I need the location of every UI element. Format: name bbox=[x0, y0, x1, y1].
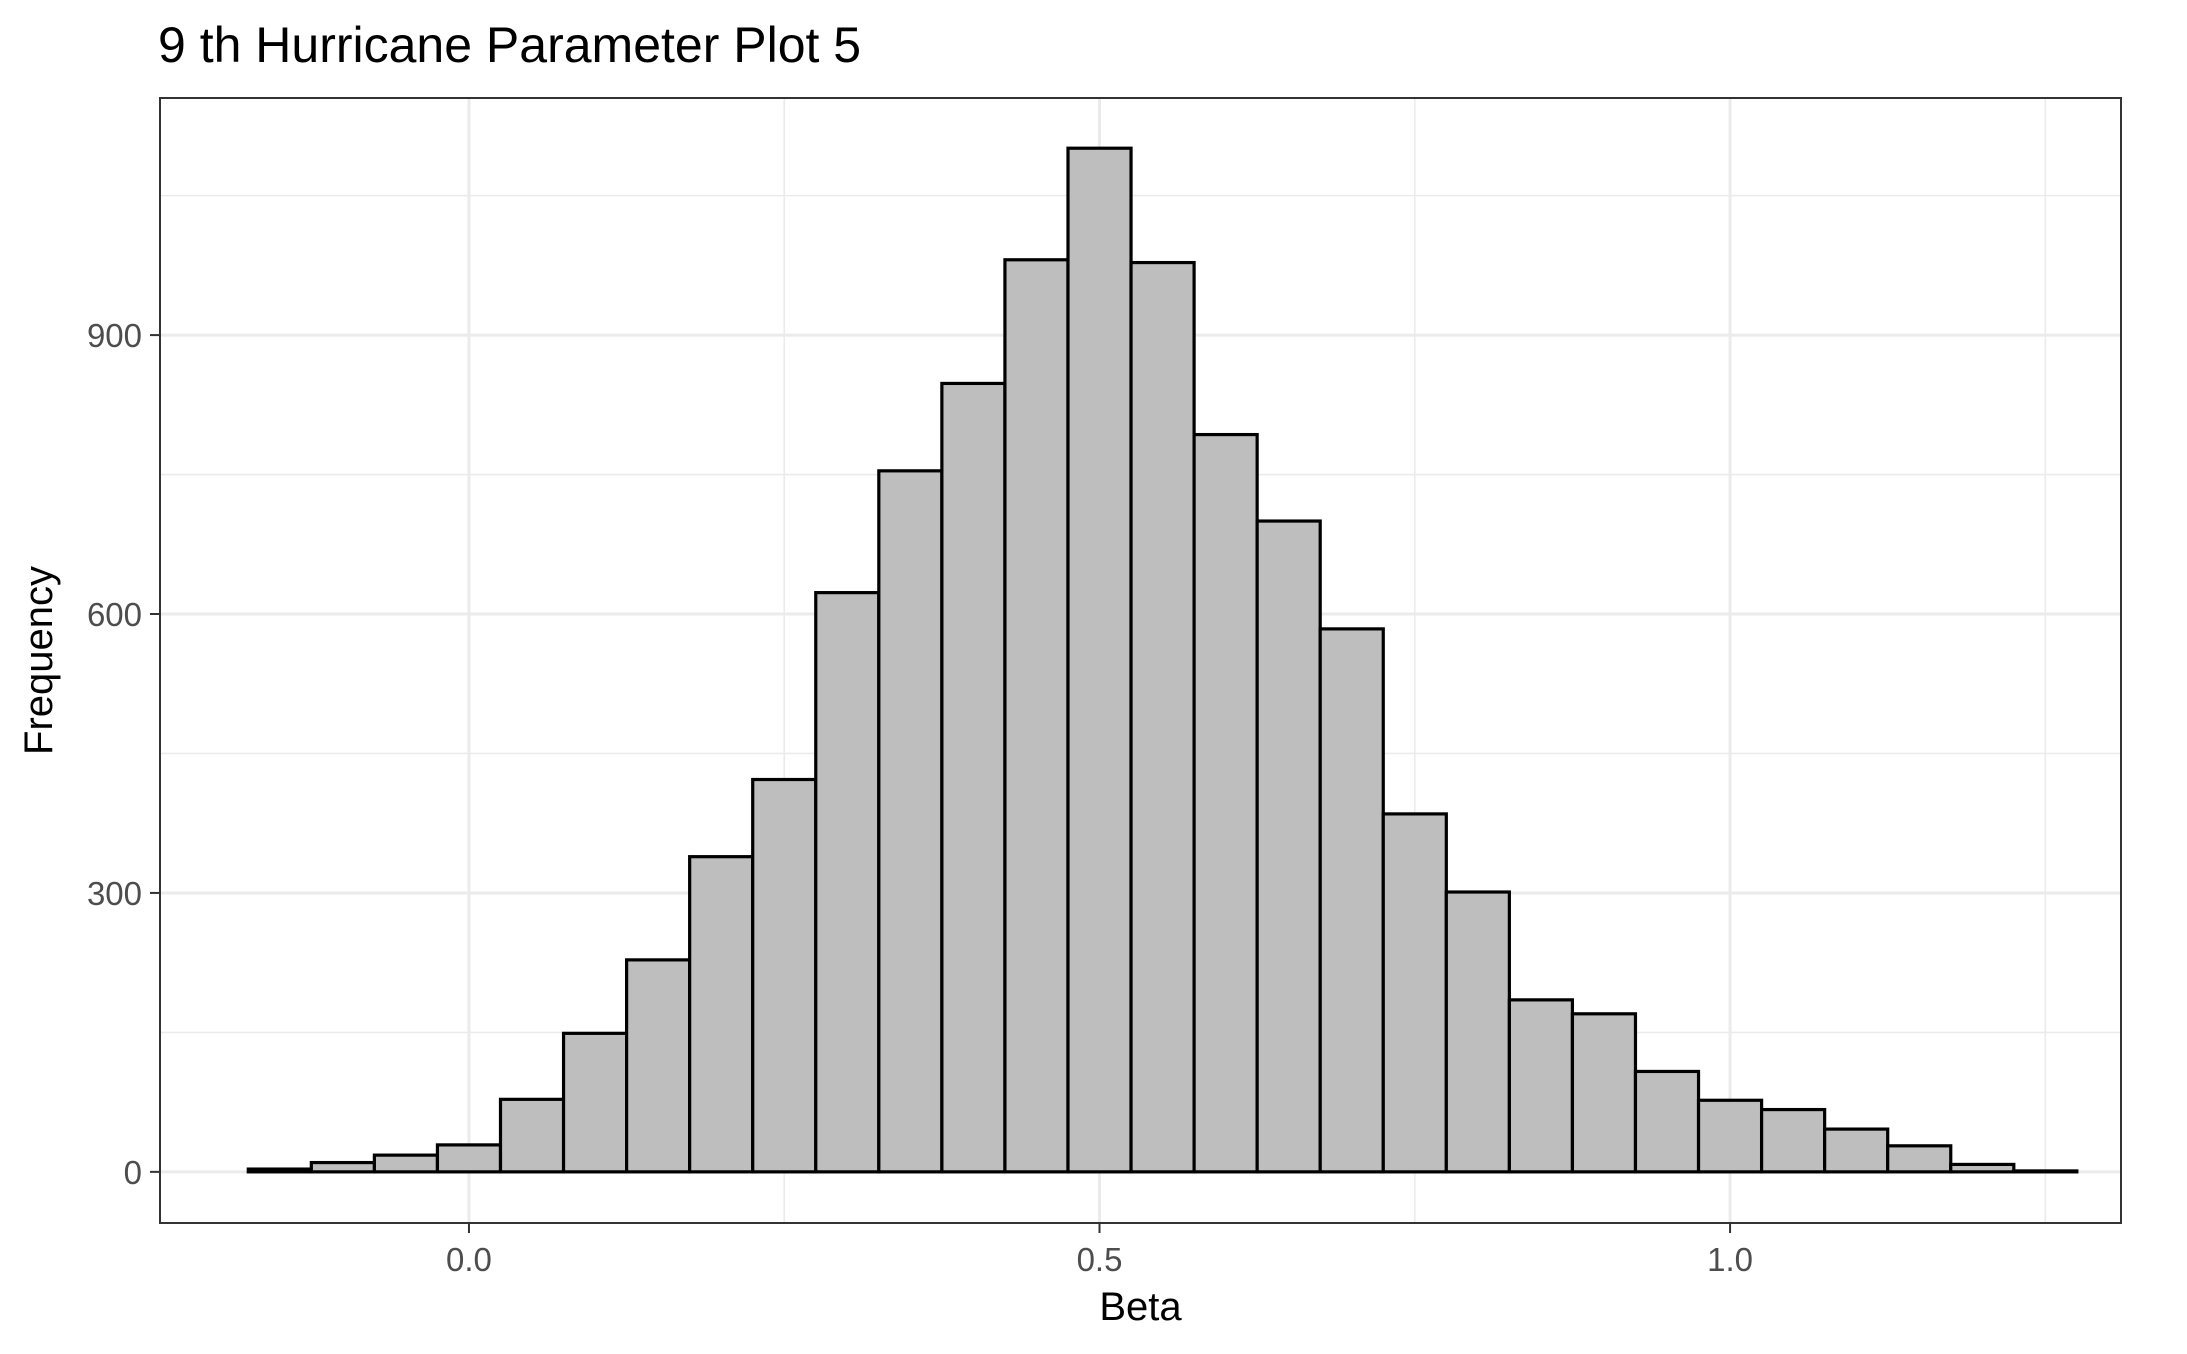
histogram-bar bbox=[1949, 1162, 2016, 1174]
histogram-bar bbox=[877, 469, 944, 1174]
histogram-bar bbox=[1444, 890, 1511, 1174]
histogram-bar bbox=[498, 1097, 566, 1174]
histogram-bar bbox=[246, 1167, 313, 1174]
histogram-bar bbox=[561, 1031, 629, 1174]
histogram-bar bbox=[1066, 146, 1133, 1174]
histogram-bar bbox=[435, 1143, 503, 1174]
y-axis: 0 300 600 900 bbox=[87, 317, 160, 1191]
histogram-bar bbox=[1507, 998, 1575, 1174]
y-tick-label: 0 bbox=[124, 1154, 142, 1191]
x-axis: 0.0 0.5 1.0 bbox=[446, 1223, 1753, 1278]
chart-title: 9 th Hurricane Parameter Plot 5 bbox=[158, 17, 861, 73]
histogram-bar bbox=[1381, 812, 1448, 1174]
histogram-bar bbox=[688, 855, 755, 1174]
histogram-bar bbox=[1886, 1144, 1953, 1174]
x-tick-label: 0.5 bbox=[1077, 1241, 1123, 1278]
y-tick-label: 900 bbox=[87, 317, 142, 354]
histogram-bar bbox=[1633, 1069, 1701, 1174]
histogram-bar bbox=[1696, 1098, 1764, 1174]
x-tick-label: 0.0 bbox=[446, 1241, 492, 1278]
histogram-bar bbox=[1318, 627, 1385, 1174]
histogram-bar bbox=[814, 591, 881, 1174]
histogram-bar bbox=[309, 1160, 376, 1174]
histogram-bar bbox=[1823, 1127, 1890, 1174]
plot-panel-border bbox=[159, 97, 2122, 1224]
y-tick-label: 600 bbox=[87, 596, 142, 633]
histogram-bar bbox=[2012, 1169, 2079, 1174]
histogram-bar bbox=[940, 381, 1007, 1174]
histogram-bar bbox=[1003, 258, 1070, 1174]
histogram-bar bbox=[625, 958, 692, 1174]
x-tick-label: 1.0 bbox=[1707, 1241, 1753, 1278]
histogram-bar bbox=[1255, 519, 1322, 1174]
histogram-bar bbox=[751, 777, 818, 1174]
histogram-bar bbox=[1129, 260, 1196, 1174]
y-axis-title: Frequency bbox=[17, 566, 61, 755]
histogram-bar bbox=[372, 1153, 440, 1174]
histogram-bars bbox=[246, 146, 2079, 1174]
histogram-bar bbox=[1192, 432, 1259, 1174]
histogram-bar bbox=[1570, 1012, 1638, 1174]
histogram-bar bbox=[1759, 1107, 1827, 1174]
x-axis-title: Beta bbox=[1099, 1285, 1182, 1329]
y-tick-label: 300 bbox=[87, 875, 142, 912]
